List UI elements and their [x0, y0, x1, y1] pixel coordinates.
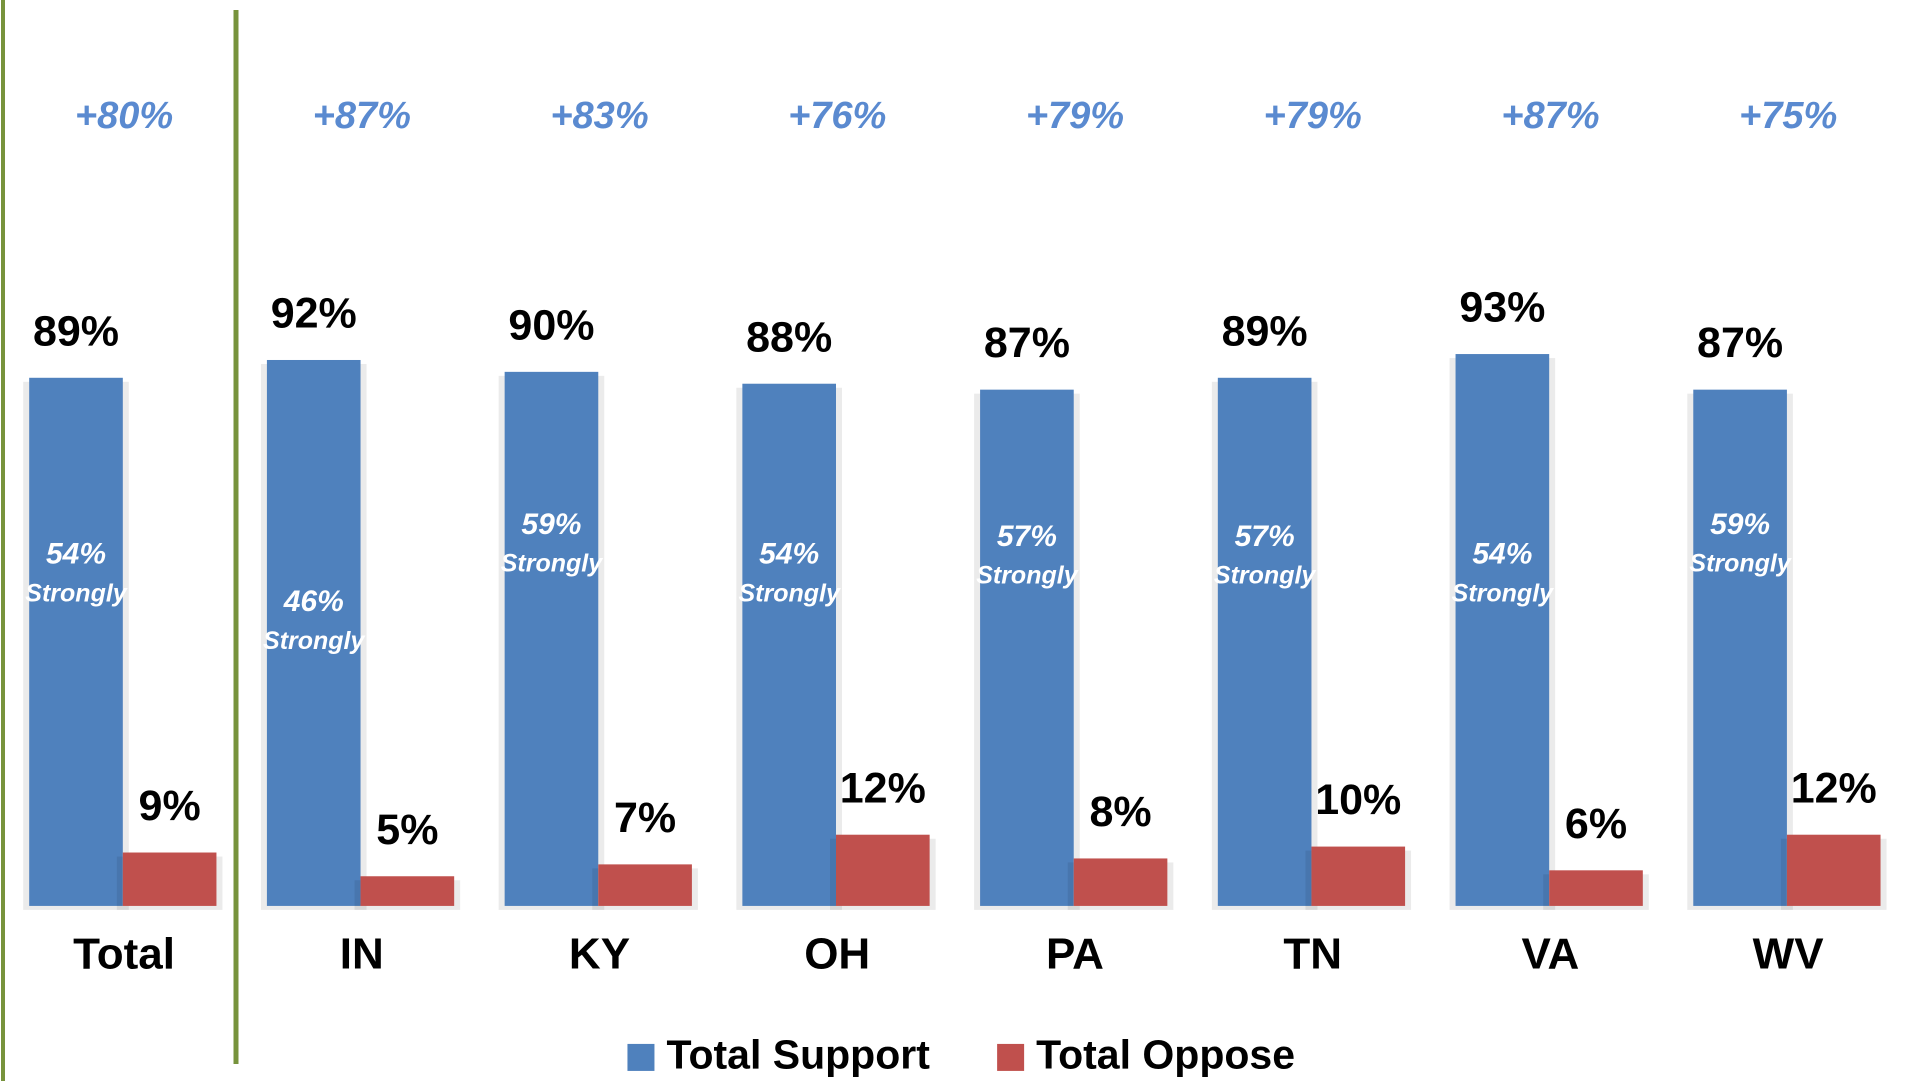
strongly-label: Strongly [1214, 562, 1316, 590]
strongly-label: Strongly [1452, 579, 1554, 607]
strongly-value: 59% [1710, 508, 1770, 541]
x-tick-label: OH [804, 930, 870, 979]
bar [598, 864, 692, 906]
data-label: 12% [1791, 764, 1877, 812]
x-tick-label: VA [1521, 930, 1579, 979]
data-label: 10% [1315, 776, 1401, 824]
x-tick-label: Total [73, 930, 175, 979]
bar [504, 371, 599, 906]
net-label: +79% [1026, 95, 1124, 137]
bar [980, 389, 1074, 906]
net-label: +87% [1501, 95, 1599, 137]
legend-label: Total Oppose [1036, 1032, 1295, 1078]
data-label: 93% [1459, 284, 1545, 332]
strongly-value: 46% [283, 585, 344, 618]
net-label: +76% [788, 95, 886, 137]
strongly-value: 59% [521, 508, 581, 541]
strongly-value: 54% [759, 538, 819, 571]
bar [742, 383, 836, 906]
x-tick-label: PA [1046, 930, 1104, 979]
net-label: +80% [75, 95, 173, 137]
net-label: +83% [550, 95, 648, 137]
strongly-label: Strongly [738, 579, 840, 607]
x-tick-label: KY [569, 930, 630, 979]
data-label: 88% [746, 313, 832, 361]
legend-swatch [627, 1043, 655, 1071]
bar [1786, 834, 1881, 906]
data-label: 6% [1565, 800, 1627, 848]
data-label: 9% [139, 782, 201, 830]
bar [1217, 377, 1312, 906]
strongly-value: 57% [997, 520, 1057, 553]
data-label: 5% [376, 806, 438, 854]
data-label: 92% [271, 290, 357, 338]
data-label: 89% [33, 307, 119, 355]
x-tick-label: WV [1753, 930, 1825, 979]
strongly-label: Strongly [976, 562, 1078, 590]
legend-swatch [997, 1043, 1025, 1071]
bar [1693, 389, 1787, 906]
net-label: +87% [313, 95, 411, 137]
data-label: 87% [1697, 319, 1783, 367]
strongly-value: 57% [1235, 520, 1295, 553]
strongly-label: Strongly [263, 627, 365, 655]
x-tick-label: TN [1283, 930, 1342, 979]
bar [266, 359, 361, 906]
strongly-label: Strongly [1689, 550, 1791, 578]
data-label: 12% [840, 764, 926, 812]
data-label: 7% [614, 794, 676, 842]
bar [122, 852, 217, 906]
bar [1455, 354, 1550, 906]
x-tick-label: IN [340, 930, 384, 979]
bar [1311, 846, 1406, 906]
strongly-value: 54% [46, 538, 106, 571]
bar [1073, 858, 1168, 906]
bar [360, 876, 455, 906]
bar [29, 377, 123, 906]
data-label: 89% [1222, 307, 1308, 355]
strongly-label: Strongly [501, 550, 603, 578]
net-label: +75% [1739, 95, 1837, 137]
strongly-label: Strongly [25, 579, 127, 607]
net-label: +79% [1264, 95, 1362, 137]
data-label: 8% [1089, 788, 1151, 836]
bar [836, 834, 930, 906]
data-label: 90% [508, 301, 594, 349]
bar [1549, 870, 1643, 906]
strongly-value: 54% [1472, 538, 1532, 571]
legend-label: Total Support [666, 1032, 930, 1078]
data-label: 87% [984, 319, 1070, 367]
